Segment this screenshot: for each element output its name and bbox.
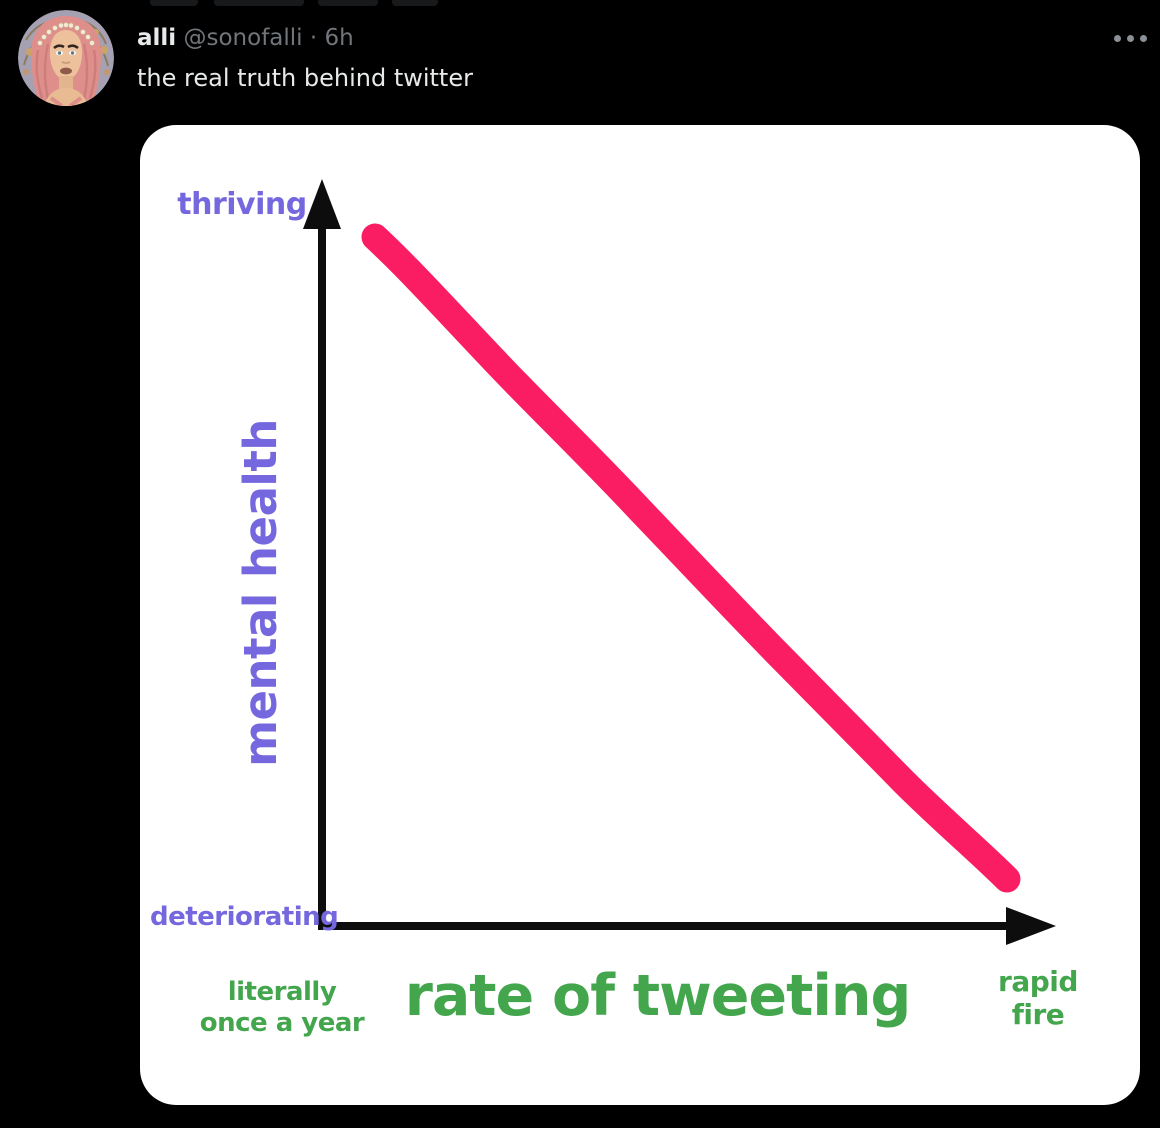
tweet-timestamp[interactable]: 6h (324, 25, 354, 51)
avatar[interactable] (18, 10, 114, 106)
trend-line (361, 223, 1021, 893)
author-name[interactable]: alli (137, 25, 177, 51)
more-dots-icon (1113, 34, 1121, 42)
more-menu-button[interactable] (1108, 26, 1152, 50)
x-tick-right-label: rapid fire (998, 965, 1078, 1031)
author-handle[interactable]: @sonofalli (183, 25, 303, 51)
tweet-media-chart[interactable]: thriving mental health deteriorating lit… (140, 125, 1140, 1105)
more-dots-icon (1126, 34, 1134, 42)
x-tick-left-label: literally once a year (199, 977, 365, 1038)
clipped-glyph-fragment (392, 0, 438, 6)
x-axis-arrow-icon (1006, 907, 1056, 945)
tweet-header: alli @sonofalli · 6h (137, 24, 354, 52)
tweet-text: the real truth behind twitter (137, 64, 473, 92)
y-axis-title: mental health (234, 419, 287, 767)
y-tick-bottom-label: deteriorating (150, 902, 339, 932)
clipped-glyph-fragment (214, 0, 304, 6)
y-tick-top-label: thriving (177, 187, 307, 222)
clipped-glyph-fragment (150, 0, 198, 6)
clipped-glyph-fragment (318, 0, 378, 6)
chart-canvas (303, 179, 1056, 945)
meta-separator: · (309, 25, 318, 51)
y-axis-arrow-icon (303, 179, 341, 229)
x-axis-title: rate of tweeting (404, 963, 912, 1029)
more-dots-icon (1139, 34, 1147, 42)
avatar-illustration (18, 10, 114, 106)
